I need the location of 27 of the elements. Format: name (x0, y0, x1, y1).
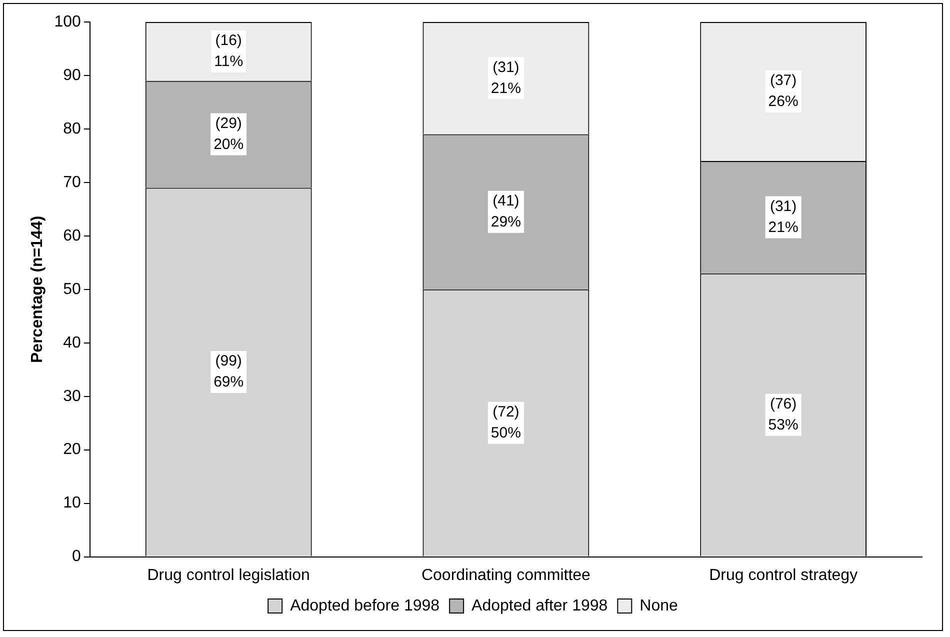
legend-label: None (640, 597, 678, 614)
y-axis-title: Percentage (n=144) (29, 216, 46, 363)
data-label: (41) 29% (490, 192, 521, 230)
data-label: (31) 21% (490, 58, 521, 97)
data-label: (99) 69% (214, 352, 244, 391)
y-tick-label: 20 (63, 441, 81, 458)
y-tick-label: 90 (63, 66, 81, 84)
data-label: (76) 53% (768, 395, 798, 434)
y-tick-label: 30 (63, 388, 81, 405)
data-label: (31) 21% (768, 198, 798, 236)
x-tick-label: Drug control strategy (709, 566, 858, 584)
data-label: (72) 50% (490, 403, 521, 442)
data-label: (37) 26% (768, 72, 798, 110)
data-label: (16) 11% (214, 32, 244, 70)
y-tick-label: 50 (63, 280, 81, 298)
y-tick-label: 70 (63, 174, 81, 191)
x-tick-label: Coordinating committee (421, 566, 591, 584)
data-label: (29) 20% (214, 114, 244, 153)
legend-label: Adopted after 1998 (472, 597, 608, 614)
y-tick-label: 40 (63, 334, 81, 352)
x-tick-label: Drug control legislation (147, 566, 310, 584)
y-tick-label: 100 (54, 13, 81, 30)
y-tick-label: 80 (63, 120, 81, 138)
y-tick-label: 60 (63, 227, 81, 244)
legend-label: Adopted before 1998 (290, 597, 440, 614)
y-tick-label: 0 (72, 548, 81, 566)
y-tick-label: 10 (63, 494, 81, 512)
